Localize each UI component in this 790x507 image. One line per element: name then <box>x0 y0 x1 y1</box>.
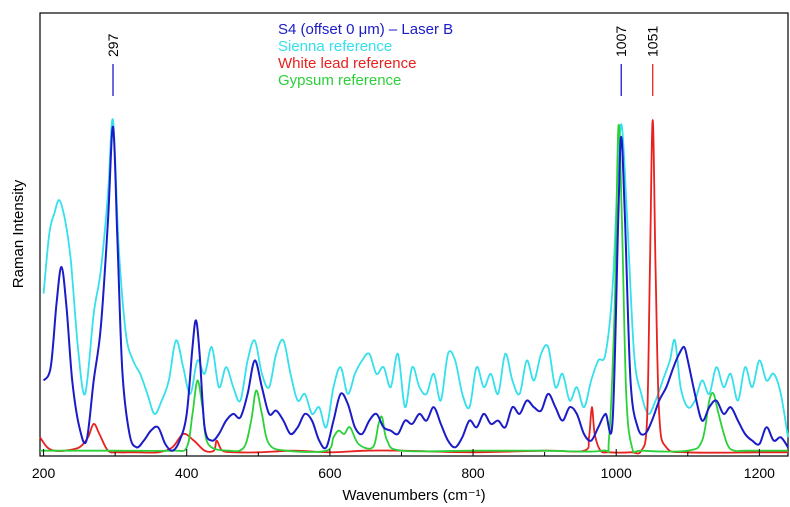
plot-frame <box>39 12 789 457</box>
y-axis-title: Raman Intensity <box>10 179 27 288</box>
series-line-0 <box>42 118 789 438</box>
peak-label: 1007 <box>613 26 629 57</box>
peak-label: 1051 <box>645 26 661 57</box>
x-axis-ticks: 200 400 600 800 1000 1200 <box>32 449 775 481</box>
legend-entry: White lead reference <box>278 55 416 72</box>
x-tick-label: 200 <box>32 465 56 481</box>
x-tick-label: 1000 <box>601 465 632 481</box>
peak-label: 297 <box>105 33 121 57</box>
x-tick-label: 1200 <box>744 465 775 481</box>
series-layer <box>39 118 789 455</box>
legend-entry: Sienna reference <box>278 38 392 55</box>
legend-entry: S4 (offset 0 μm) – Laser B <box>278 21 453 38</box>
legend-entry: Gypsum reference <box>278 72 401 89</box>
x-axis-title: Wavenumbers (cm⁻¹) <box>342 487 485 504</box>
x-tick-label: 800 <box>461 465 485 481</box>
x-tick-label: 400 <box>175 465 199 481</box>
series-line-1 <box>39 119 788 455</box>
series-line-3 <box>42 125 789 452</box>
series-line-2 <box>40 123 788 454</box>
x-tick-label: 600 <box>318 465 342 481</box>
peak-annotations: 297 1007 1051 <box>105 26 661 96</box>
